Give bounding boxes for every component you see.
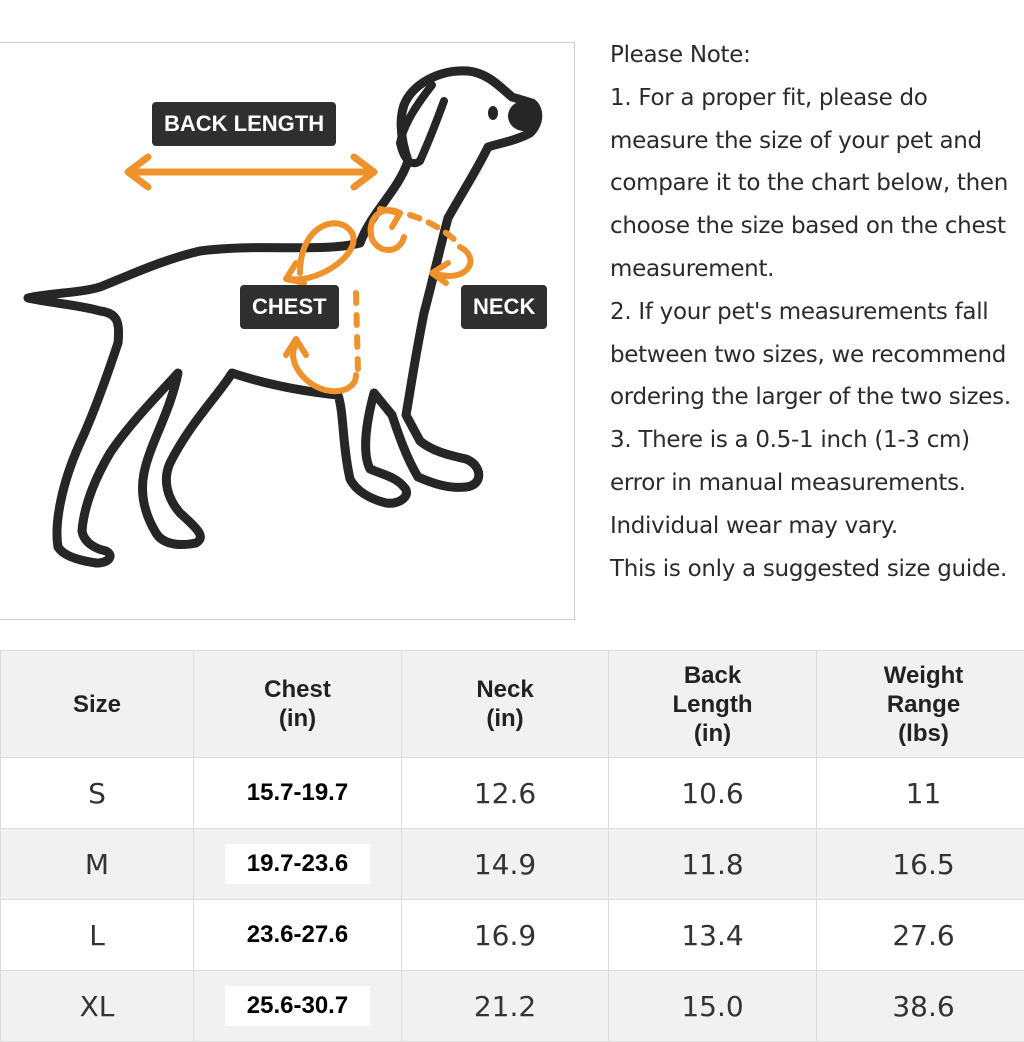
chest-cell: 25.6-30.7	[194, 971, 402, 1042]
table-row: S 15.7-19.7 12.6 10.6 11	[1, 758, 1024, 829]
header-neck: Neck(in)	[402, 651, 609, 758]
dog-nose	[508, 101, 540, 131]
note-line: compare it to the chart below, then	[610, 162, 1024, 205]
back-length-cell: 13.4	[609, 900, 817, 971]
table-row: L 23.6-27.6 16.9 13.4 27.6	[1, 900, 1024, 971]
size-cell: M	[1, 829, 194, 900]
table-row: M 19.7-23.6 14.9 11.8 16.5	[1, 829, 1024, 900]
notes-heading: Please Note:	[610, 34, 1024, 77]
note-line: choose the size based on the chest	[610, 205, 1024, 248]
note-line: This is only a suggested size guide.	[610, 548, 1024, 591]
weight-cell: 16.5	[817, 829, 1024, 900]
size-cell: S	[1, 758, 194, 829]
neck-cell: 21.2	[402, 971, 609, 1042]
neck-cell: 14.9	[402, 829, 609, 900]
note-line: measurement.	[610, 248, 1024, 291]
neck-label: NECK	[461, 285, 547, 329]
chest-cell: 19.7-23.6	[194, 829, 402, 900]
note-line: 1. For a proper fit, please do	[610, 77, 1024, 120]
neck-cell: 12.6	[402, 758, 609, 829]
dog-eye	[488, 106, 498, 120]
chest-label: CHEST	[240, 285, 339, 329]
sizing-notes: Please Note: 1. For a proper fit, please…	[610, 34, 1024, 590]
weight-cell: 38.6	[817, 971, 1024, 1042]
note-line: error in manual measurements.	[610, 462, 1024, 505]
measurement-diagram: BACK LENGTH CHEST NECK	[0, 42, 575, 620]
back-length-label: BACK LENGTH	[152, 102, 336, 146]
note-line: 2. If your pet's measurements fall	[610, 291, 1024, 334]
header-chest: Chest(in)	[194, 651, 402, 758]
weight-cell: 11	[817, 758, 1024, 829]
note-line: measure the size of your pet and	[610, 120, 1024, 163]
neck-cell: 16.9	[402, 900, 609, 971]
weight-cell: 27.6	[817, 900, 1024, 971]
note-line: between two sizes, we recommend	[610, 334, 1024, 377]
size-cell: L	[1, 900, 194, 971]
size-cell: XL	[1, 971, 194, 1042]
neck-arrow	[371, 209, 471, 283]
table-row: XL 25.6-30.7 21.2 15.0 38.6	[1, 971, 1024, 1042]
back-length-cell: 10.6	[609, 758, 817, 829]
back-length-cell: 11.8	[609, 829, 817, 900]
header-size: Size	[1, 651, 194, 758]
back-length-arrow	[128, 157, 374, 187]
note-line: Individual wear may vary.	[610, 505, 1024, 548]
chest-cell: 23.6-27.6	[194, 900, 402, 971]
chest-cell: 15.7-19.7	[194, 758, 402, 829]
note-line: 3. There is a 0.5-1 inch (1-3 cm)	[610, 419, 1024, 462]
back-length-cell: 15.0	[609, 971, 817, 1042]
note-line: ordering the larger of the two sizes.	[610, 376, 1024, 419]
